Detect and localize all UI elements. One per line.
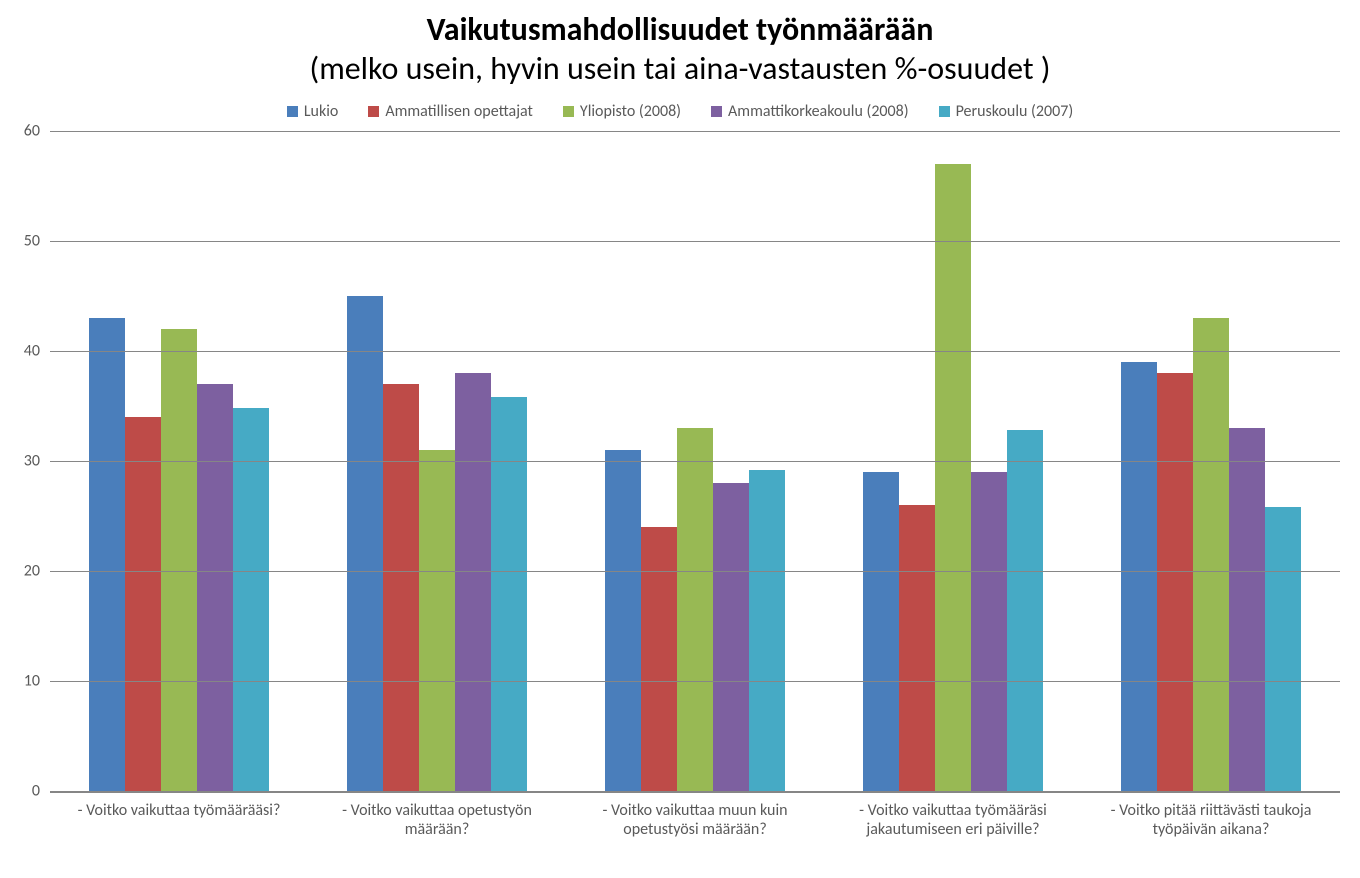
bar [935, 164, 971, 791]
legend-swatch [287, 106, 298, 117]
bar [605, 450, 641, 791]
x-tick-label-line: määrään? [314, 820, 560, 839]
y-tick-label: 0 [32, 782, 50, 801]
bar [125, 417, 161, 791]
legend-swatch [563, 106, 574, 117]
y-tick-label: 10 [24, 672, 50, 691]
bar [1157, 373, 1193, 791]
y-tick-label: 30 [24, 452, 50, 471]
legend-label: Lukio [304, 102, 339, 121]
gridline [50, 461, 1340, 462]
bar [455, 373, 491, 791]
bar [677, 428, 713, 791]
y-tick-label: 20 [24, 562, 50, 581]
bar [1121, 362, 1157, 791]
bar [89, 318, 125, 791]
legend-label: Ammattikorkeakoulu (2008) [728, 102, 909, 121]
gridline [50, 241, 1340, 242]
bar [1229, 428, 1265, 791]
bar [1265, 507, 1301, 791]
legend-swatch [368, 106, 379, 117]
bar [347, 296, 383, 791]
x-tick-label-line: - Voitko vaikuttaa työmääräsi [830, 801, 1076, 820]
x-tick-label-line: - Voitko vaikuttaa muun kuin [572, 801, 818, 820]
x-tick-label: - Voitko vaikuttaa muun kuinopetustyösi … [566, 801, 824, 839]
bar [971, 472, 1007, 791]
x-tick-label-line: - Voitko vaikuttaa opetustyön [314, 801, 560, 820]
gridline [50, 681, 1340, 682]
x-axis-labels: - Voitko vaikuttaa työmäärääsi? - Voitko … [50, 801, 1340, 839]
legend-label: Ammatillisen opettajat [385, 102, 533, 121]
bar [749, 470, 785, 791]
bar [641, 527, 677, 791]
legend-item: Ammattikorkeakoulu (2008) [711, 102, 909, 121]
x-tick-label: - Voitko pitää riittävästi taukojatyöpäi… [1082, 801, 1340, 839]
x-tick-label-line: työpäivän aikana? [1088, 820, 1334, 839]
chart-title-line1: Vaikutusmahdollisuudet työnmäärään [0, 10, 1360, 49]
legend-item: Lukio [287, 102, 339, 121]
plot-area: 0102030405060 [50, 131, 1340, 793]
x-tick-label: - Voitko vaikuttaa työmääräsijakautumise… [824, 801, 1082, 839]
x-tick-label-line: - Voitko vaikuttaa työmäärääsi? [56, 801, 302, 820]
bar [383, 384, 419, 791]
legend-item: Ammatillisen opettajat [368, 102, 533, 121]
bar [491, 397, 527, 791]
y-tick-label: 40 [24, 342, 50, 361]
bar [233, 408, 269, 791]
bar [197, 384, 233, 791]
legend-item: Yliopisto (2008) [563, 102, 681, 121]
y-tick-label: 50 [24, 232, 50, 251]
legend-item: Peruskoulu (2007) [939, 102, 1074, 121]
gridline [50, 351, 1340, 352]
legend-swatch [711, 106, 722, 117]
legend-label: Peruskoulu (2007) [956, 102, 1074, 121]
plot-wrapper: 0102030405060 - Voitko vaikuttaa työmäär… [50, 131, 1340, 839]
bar [1193, 318, 1229, 791]
bar [713, 483, 749, 791]
x-tick-label-line: jakautumiseen eri päiville? [830, 820, 1076, 839]
bar [1007, 430, 1043, 791]
bar [863, 472, 899, 791]
chart-title-line2: (melko usein, hyvin usein tai aina-vasta… [0, 49, 1360, 88]
chart-container: Vaikutusmahdollisuudet työnmäärään (melk… [0, 0, 1360, 878]
bar [899, 505, 935, 791]
gridline [50, 131, 1340, 132]
legend-swatch [939, 106, 950, 117]
x-tick-label: - Voitko vaikuttaa työmäärääsi? [50, 801, 308, 839]
bar [419, 450, 455, 791]
chart-title-block: Vaikutusmahdollisuudet työnmäärään (melk… [0, 0, 1360, 88]
x-tick-label-line: opetustyösi määrään? [572, 820, 818, 839]
x-tick-label: - Voitko vaikuttaa opetustyönmäärään? [308, 801, 566, 839]
chart-legend: Lukio Ammatillisen opettajat Yliopisto (20… [0, 102, 1360, 121]
gridline [50, 571, 1340, 572]
x-tick-label-line: - Voitko pitää riittävästi taukoja [1088, 801, 1334, 820]
y-tick-label: 60 [24, 122, 50, 141]
bar [161, 329, 197, 791]
legend-label: Yliopisto (2008) [580, 102, 681, 121]
